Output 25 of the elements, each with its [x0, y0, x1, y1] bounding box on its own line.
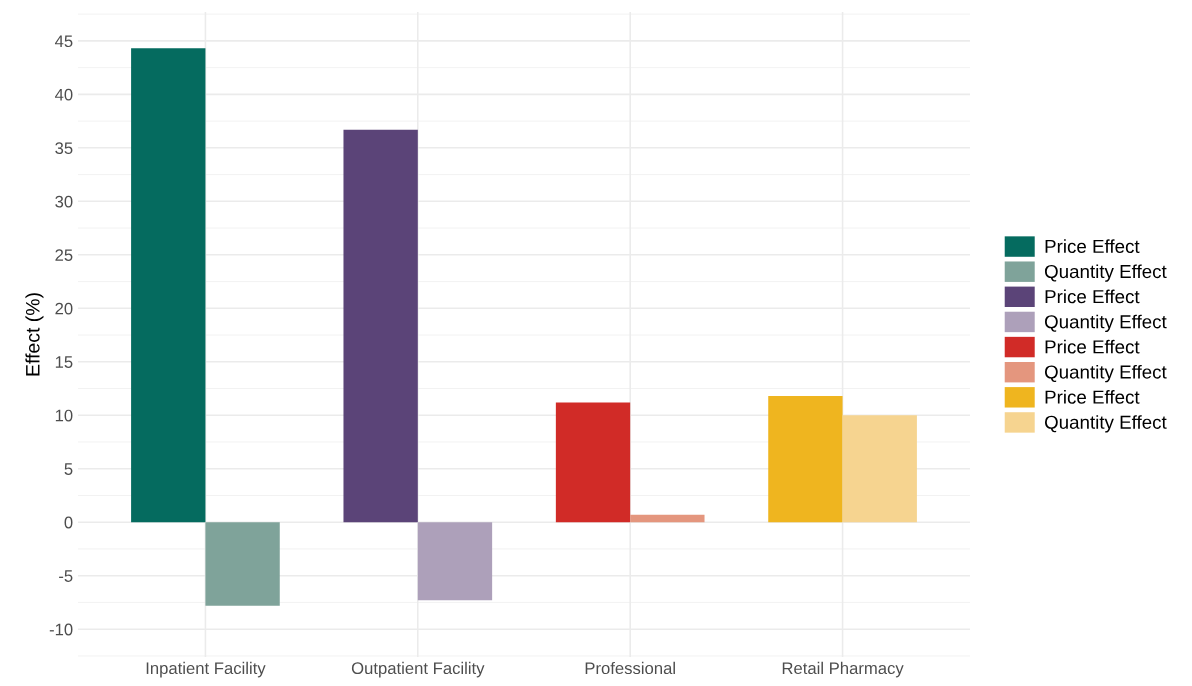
y-tick-label: 15 — [55, 356, 73, 368]
x-tick-label: Inpatient Facility — [146, 661, 266, 678]
y-tick-label: 0 — [64, 516, 73, 529]
y-tick-label: 40 — [54, 88, 73, 101]
legend-label: Price Effect — [1045, 339, 1140, 354]
y-tick-label: 5 — [64, 463, 73, 475]
legend-label: Quantity Effect — [1044, 364, 1167, 383]
y-tick-label: -10 — [49, 623, 73, 636]
y-tick-label: 45 — [54, 35, 73, 48]
y-tick-label: 25 — [55, 249, 73, 262]
y-tick-label: -5 — [59, 570, 73, 582]
y-tick-label: 10 — [55, 409, 73, 422]
legend-label: Quantity Effect — [1044, 264, 1167, 282]
legend-label: Quantity Effect — [1044, 314, 1167, 333]
x-tick-label: Professional — [585, 661, 675, 675]
y-tick-label: 30 — [55, 195, 73, 208]
legend-label: Quantity Effect — [1044, 415, 1167, 433]
x-tick-label: Outpatient Facility — [351, 661, 485, 678]
y-axis-title: Effect (%) — [25, 293, 44, 376]
y-tick-label: 20 — [55, 302, 73, 315]
x-tick-label: Retail Pharmacy — [782, 661, 904, 678]
legend-label: Price Effect — [1045, 390, 1140, 404]
legend-label: Price Effect — [1045, 239, 1140, 254]
y-tick-label: 35 — [55, 142, 73, 155]
legend-label: Price Effect — [1045, 289, 1140, 304]
